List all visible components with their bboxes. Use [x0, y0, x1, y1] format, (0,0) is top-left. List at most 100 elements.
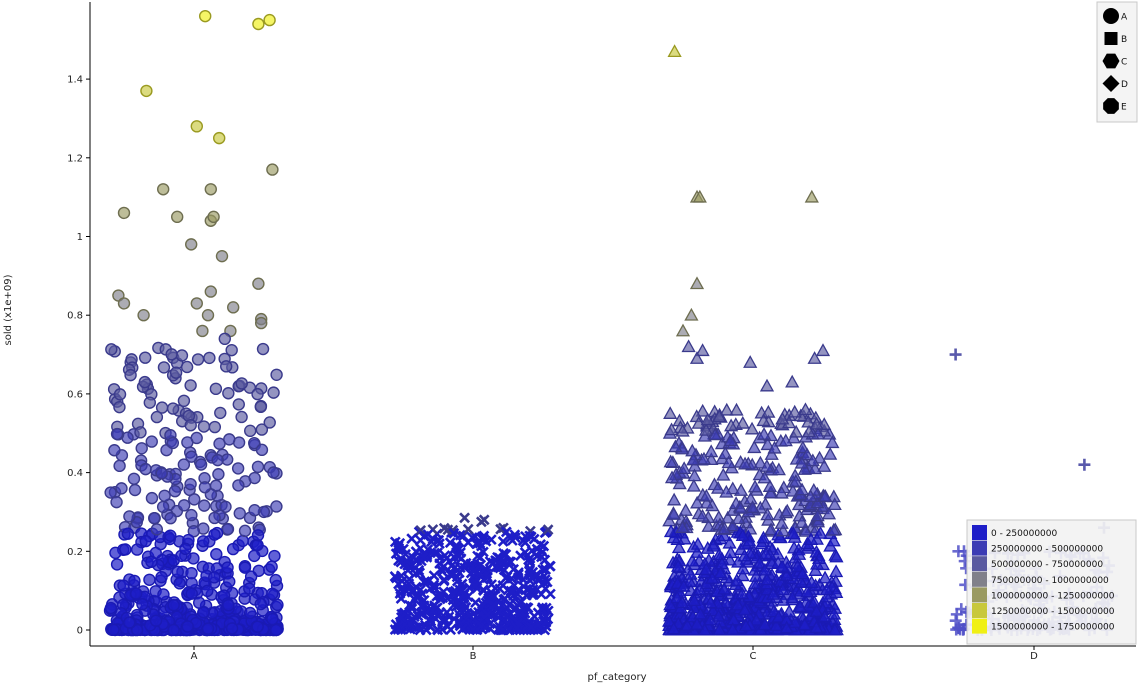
data-point [225, 343, 238, 357]
data-point [474, 537, 486, 549]
data-point [700, 412, 715, 426]
data-point [798, 402, 813, 416]
data-point [769, 618, 784, 632]
data-point [482, 609, 494, 620]
data-point [771, 462, 786, 476]
data-point [807, 461, 823, 475]
data-point [135, 442, 148, 455]
data-point [104, 601, 118, 615]
data-point [468, 565, 480, 577]
data-point [1078, 458, 1091, 471]
data-point [809, 620, 824, 634]
data-point [164, 511, 177, 525]
y-tick-label: 0.2 [67, 547, 83, 558]
data-point [169, 366, 183, 379]
data-point [793, 599, 808, 613]
data-point [794, 515, 809, 528]
data-point [123, 510, 136, 523]
shape-legend-label: E [1121, 103, 1127, 113]
data-point [187, 525, 201, 538]
data-point [138, 351, 152, 364]
shape-legend: A B C D E [1096, 1, 1138, 123]
data-point [223, 575, 236, 588]
data-point [699, 495, 714, 509]
data-point [542, 524, 554, 536]
data-point [671, 540, 687, 554]
data-point [664, 470, 680, 484]
data-point [809, 604, 824, 617]
data-point [949, 348, 962, 361]
data-point [674, 595, 690, 609]
data-point [110, 427, 124, 441]
data-point [794, 455, 809, 469]
data-point [747, 440, 762, 454]
data-point [762, 479, 777, 492]
data-point [810, 495, 825, 509]
data-point [771, 609, 786, 623]
data-point [138, 375, 152, 389]
data-point [828, 564, 844, 578]
data-point [723, 433, 738, 447]
data-point [204, 285, 218, 298]
data-point [137, 309, 150, 322]
data-point [701, 519, 716, 532]
data-point [763, 522, 779, 536]
color-legend-label: 0 - 250000000 [991, 529, 1058, 539]
data-point [266, 587, 279, 601]
data-point [177, 394, 191, 408]
data-point [467, 624, 479, 635]
data-point [512, 607, 524, 619]
data-point [434, 589, 445, 601]
color-legend: 0 - 250000000 250000000 - 500000000 500000… [966, 519, 1137, 645]
data-point [502, 624, 514, 636]
data-point [233, 507, 246, 520]
data-point [801, 424, 817, 438]
data-point [725, 518, 740, 532]
data-point [185, 587, 198, 600]
data-point [157, 588, 170, 601]
data-point [695, 343, 710, 357]
y-axis-title: sold (x1e+09) [3, 274, 14, 345]
data-point [500, 549, 512, 560]
data-point [143, 396, 156, 409]
data-point [794, 482, 810, 496]
data-point [207, 210, 220, 224]
data-point [817, 459, 832, 472]
data-point [760, 572, 775, 586]
data-point [812, 450, 827, 464]
data-point [204, 183, 218, 196]
color-legend-swatch [972, 571, 987, 587]
data-point [255, 443, 269, 457]
data-point [677, 461, 692, 475]
data-point [441, 553, 452, 564]
data-point [155, 570, 168, 584]
data-point [266, 612, 279, 626]
data-point [190, 297, 204, 310]
data-point [256, 342, 270, 356]
data-point [248, 504, 261, 517]
data-point [950, 608, 963, 621]
data-point [804, 575, 819, 589]
data-point [722, 535, 737, 549]
data-point [198, 9, 212, 23]
data-point [123, 616, 136, 629]
data-point [485, 534, 497, 546]
data-point [676, 579, 691, 592]
data-point [829, 549, 844, 563]
data-point [244, 570, 258, 583]
data-point [684, 307, 699, 321]
data-point [136, 598, 149, 611]
data-point [503, 556, 515, 567]
data-point [248, 436, 261, 450]
data-point [127, 472, 141, 485]
data-point [737, 548, 752, 562]
data-point [497, 536, 509, 547]
data-point [790, 559, 805, 572]
data-point [663, 597, 678, 611]
data-point [532, 619, 544, 630]
data-point [729, 573, 744, 587]
data-point [251, 387, 264, 401]
data-point [810, 508, 825, 522]
data-point [155, 467, 168, 480]
color-legend-label: 500000000 - 750000000 [991, 560, 1103, 570]
